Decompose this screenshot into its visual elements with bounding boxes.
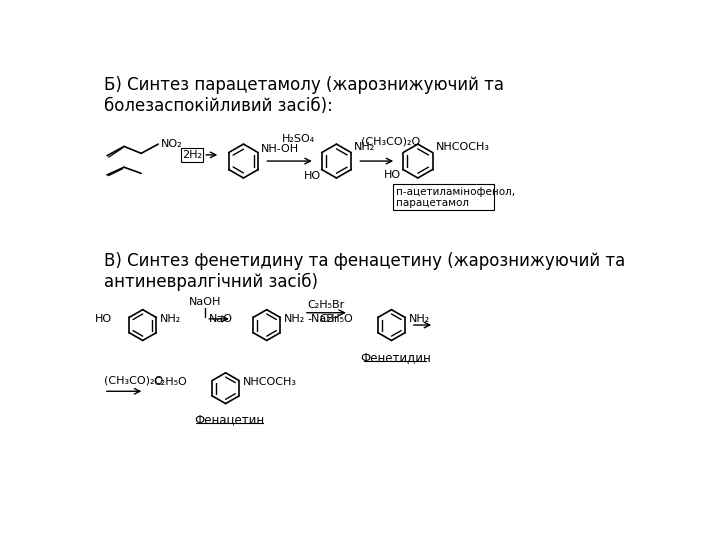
Text: парацетамол: парацетамол (396, 198, 469, 208)
Text: -NaBr: -NaBr (307, 314, 339, 324)
Text: NHCOCH₃: NHCOCH₃ (436, 142, 490, 152)
Text: H₂SO₄: H₂SO₄ (282, 134, 315, 145)
Text: NH₂: NH₂ (284, 314, 305, 324)
Text: NH₂: NH₂ (354, 142, 376, 152)
Text: Фенацетин: Фенацетин (194, 413, 264, 426)
Text: HO: HO (304, 172, 321, 181)
Bar (181, 148, 203, 162)
Bar (393, 184, 494, 211)
Text: NO₂: NO₂ (161, 139, 182, 149)
Text: Б) Синтез парацетамолу (жарознижуючий та
болезаспокійливий засіб):: Б) Синтез парацетамолу (жарознижуючий та… (104, 76, 504, 115)
Text: (CH₃CO)₂O: (CH₃CO)₂O (104, 375, 163, 386)
Text: C₂H₅O: C₂H₅O (153, 377, 187, 387)
Text: п-ацетиламінофенол,: п-ацетиламінофенол, (396, 187, 516, 197)
Text: В) Синтез фенетидину та фенацетину (жарознижуючий та
антиневралгічний засіб): В) Синтез фенетидину та фенацетину (жаро… (104, 252, 625, 291)
Text: Фенетидин: Фенетидин (360, 351, 431, 364)
Text: NaOH: NaOH (189, 297, 222, 307)
Text: C₂H₅Br: C₂H₅Br (307, 300, 345, 310)
Text: 2H₂: 2H₂ (182, 150, 202, 160)
Text: HO: HO (384, 170, 401, 180)
Text: (CH₃CO)₂O: (CH₃CO)₂O (361, 136, 420, 146)
Text: C₂H₅O: C₂H₅O (319, 314, 353, 324)
Text: NH₂: NH₂ (160, 314, 181, 324)
Text: NaO: NaO (209, 314, 233, 324)
Text: NHCOCH₃: NHCOCH₃ (243, 377, 297, 387)
Text: NH-OH: NH-OH (261, 144, 300, 154)
Text: NH₂: NH₂ (408, 314, 430, 324)
Text: HO: HO (94, 314, 112, 324)
